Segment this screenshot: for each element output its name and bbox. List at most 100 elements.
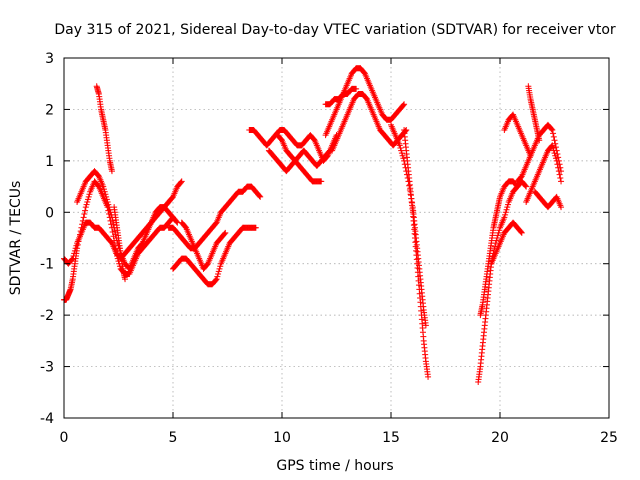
data-point [103,196,110,203]
data-point [425,373,432,380]
data-point [82,204,89,211]
data-point [513,182,520,189]
plot-frame [63,57,610,419]
data-point [363,95,370,102]
data-point [548,126,555,133]
series-arc-16 [401,127,432,380]
data-point [106,204,113,211]
data-point [353,85,360,92]
data-point [212,220,219,227]
data-point [73,242,80,249]
data-point [109,217,116,224]
data-point [214,273,221,280]
series-arc-23 [501,111,534,159]
data-point [84,199,91,205]
data-point [554,161,561,168]
data-point [550,130,557,137]
series-arc-4 [93,83,115,175]
data-point [252,224,259,231]
data-point [522,182,529,189]
data-point [399,152,406,159]
data-point [518,229,525,235]
data-point [79,217,86,224]
data-point [100,186,107,193]
data-point [138,241,145,247]
data-point [221,230,228,237]
y-tick-label: -4 [40,411,54,427]
data-point [503,206,510,213]
data-point [504,204,511,211]
data-point [326,148,333,155]
series-arc-22 [525,83,543,144]
data-point [514,183,521,190]
data-point [318,178,325,185]
y-tick-label: 3 [45,51,54,67]
data-point [398,150,405,157]
data-point [397,145,404,151]
chart-title: Day 315 of 2021, Sidereal Day-to-day VTE… [54,22,616,38]
series-arc-5 [111,204,129,283]
data-point [556,171,563,178]
data-point [213,276,220,283]
series-arc-3 [74,168,185,272]
data-point [101,188,108,195]
y-tick-label: -2 [40,308,54,324]
data-point [177,179,184,186]
data-point [104,199,111,205]
y-axis-label: SDTVAR / TECUs [8,181,24,296]
data-point [549,127,556,133]
series-arc-12 [322,65,408,139]
data-point [86,191,93,198]
y-tick-label: 1 [45,154,54,170]
series-arc-17 [475,178,530,385]
y-tick-label: 2 [45,102,54,118]
data-point [217,263,224,270]
data-point [518,229,525,236]
data-point [502,209,509,216]
data-point [310,136,317,143]
data-point [536,137,543,144]
data-point [552,144,559,151]
data-point [558,204,565,211]
series-arc-20 [514,121,565,185]
data-point [82,207,89,214]
data-point [550,133,557,140]
x-tick-label: 20 [491,430,509,446]
data-point [78,224,85,231]
data-point [215,271,222,277]
series-arc-15 [388,121,429,329]
data-point [215,268,222,275]
axis-ticks: 0 5 10 15 20 25 -4 -3 -2 -1 0 1 2 3 [40,51,618,446]
data-point [552,155,559,162]
data-point [76,231,83,238]
y-tick-label: -3 [40,360,54,376]
data-point [74,241,81,248]
data-point [555,168,562,175]
data-point [494,235,501,241]
x-tick-label: 15 [382,430,400,446]
data-point [557,175,564,181]
data-point [204,261,211,268]
data-point [401,101,408,108]
data-point [83,201,90,208]
series-arc-6 [165,183,264,252]
data-point [95,172,102,179]
data-point [555,164,562,171]
data-point [549,142,556,149]
data-point [552,152,559,159]
data-point [222,229,229,236]
data-point [173,218,180,225]
data-point [68,256,75,263]
data-point [396,142,403,149]
data-point [400,102,407,109]
data-point [496,227,503,234]
data-point [550,147,557,154]
data-point [504,201,511,208]
data-point [212,277,219,283]
x-tick-label: 25 [600,430,618,446]
data-point [527,152,534,159]
data-point [553,157,560,164]
data-point [169,194,176,201]
data-point [85,193,92,200]
